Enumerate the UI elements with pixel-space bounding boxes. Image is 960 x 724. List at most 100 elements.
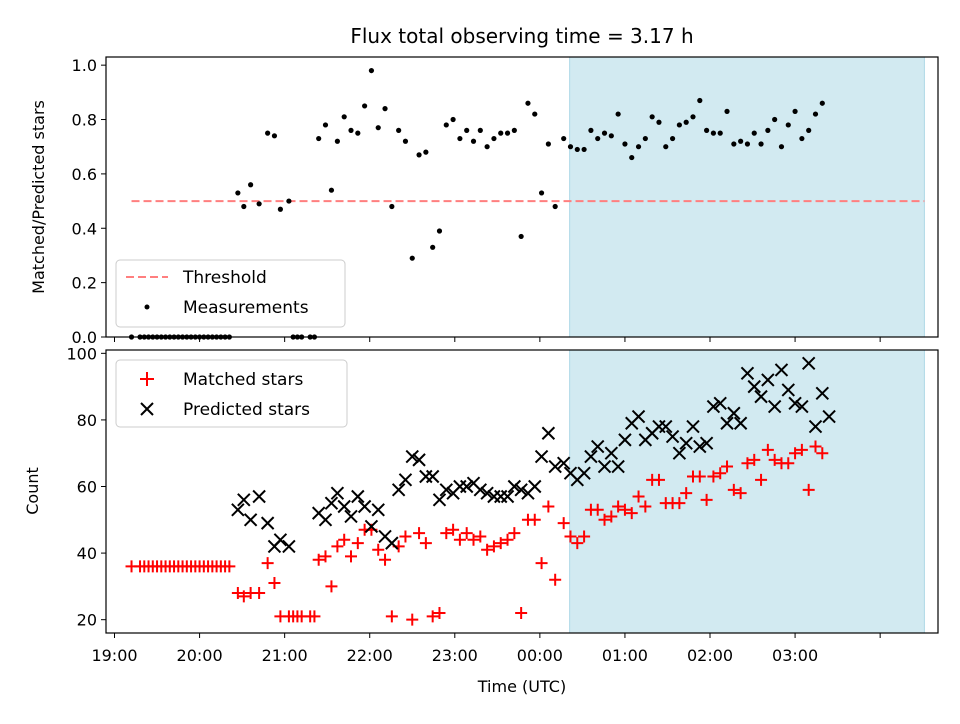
measurement-point [265,130,271,136]
matched-point [557,517,570,530]
matched-point [268,577,281,590]
measurement-point [710,130,717,136]
measurement-point [328,187,335,193]
bottom-x-axis: 19:00 20:00 21:00 22:00 23:00 00:00 01:00 02:00… [91,633,881,665]
bottom-y-tick-label: 100 [66,344,97,363]
matched-point [345,550,358,563]
matched-point [453,533,466,546]
predicted-point [699,436,714,450]
measurement-point [717,130,723,136]
predicted-point [604,446,619,460]
predicted-point [720,416,734,430]
measurement-point [642,135,648,142]
predicted-point [405,449,419,464]
measurement-point [574,146,580,153]
predicted-point [556,456,571,470]
legend-predicted-label: Predicted stars [183,400,310,420]
matched-point [748,453,761,466]
measurement-point [778,144,785,150]
matched-point [802,483,815,496]
matched-point [331,540,344,553]
matched-point [467,533,480,546]
matched-point [223,560,236,573]
predicted-point [781,383,795,397]
matched-point [474,530,487,543]
predicted-point [439,483,453,497]
measurement-point [615,111,621,117]
matched-point [591,503,604,516]
bottom-marks [125,356,836,626]
measurement-point [498,130,504,136]
predicted-point [548,459,562,474]
matched-point [481,543,494,556]
matched-point [761,443,774,456]
matched-point [598,513,611,526]
predicted-point [318,513,333,527]
matched-point [535,557,548,570]
predicted-point [514,483,528,497]
matched-point [605,510,618,523]
matched-point [261,557,274,570]
predicted-point [774,363,789,377]
matched-point [816,447,829,460]
legend-predicted-swatch [140,402,154,416]
measurement-point [470,138,477,144]
panel-ratio: 0.0 0.2 0.4 0.6 0.8 1.0 Matched/Predicted sta… [29,56,939,347]
matched-point [494,537,507,550]
matched-point [413,527,426,540]
predicted-point [740,366,755,381]
measurement-point [649,114,655,120]
predicted-point [747,379,761,394]
measurement-point [457,135,463,142]
matched-point [542,500,555,513]
measurement-point [362,103,368,109]
matched-point [782,457,795,470]
matched-point [727,483,740,496]
measurement-point [286,198,292,204]
measurement-point [375,125,381,131]
predicted-point [706,399,721,414]
matched-point [372,543,385,556]
measurement-point [532,111,538,117]
predicted-point [528,479,542,494]
matched-point [440,527,453,540]
matched-point [379,553,392,566]
predicted-point [473,483,488,497]
matched-point [639,500,652,513]
bottom-y-tick-label: 60 [77,478,97,497]
top-x-ticks [114,337,881,342]
matched-point [673,497,686,510]
measurement-point [334,138,340,144]
matched-point [549,573,562,586]
matched-point [618,503,631,516]
matched-point [237,590,250,603]
measurement-point [436,228,443,234]
predicted-point [815,386,830,400]
measurement-point [635,144,642,150]
chart-title: Flux total observing time = 3.17 h [350,24,693,48]
matched-point [768,453,781,466]
predicted-point [808,419,823,434]
measurement-point [819,100,825,106]
measurement-point [588,127,594,133]
measurement-point [622,141,628,147]
predicted-point [243,513,258,527]
matched-point [385,610,398,623]
measurement-point [389,203,395,210]
measurement-point [423,149,429,155]
predicted-point [432,493,447,507]
matched-point [433,607,446,620]
legend-matched-label: Matched stars [183,370,303,390]
bottom-y-axis: 20 40 60 80 100 [66,344,106,630]
legend-threshold-label: Threshold [182,268,267,288]
matched-point [319,550,332,563]
predicted-point [541,426,556,440]
measurement-point [484,144,490,150]
bottom-axes-frame [105,349,939,634]
x-tick-label: 20:00 [177,646,223,665]
measurement-point [322,122,329,128]
top-legend-box [115,259,346,328]
predicted-point [597,459,612,474]
measurement-point [491,135,497,142]
